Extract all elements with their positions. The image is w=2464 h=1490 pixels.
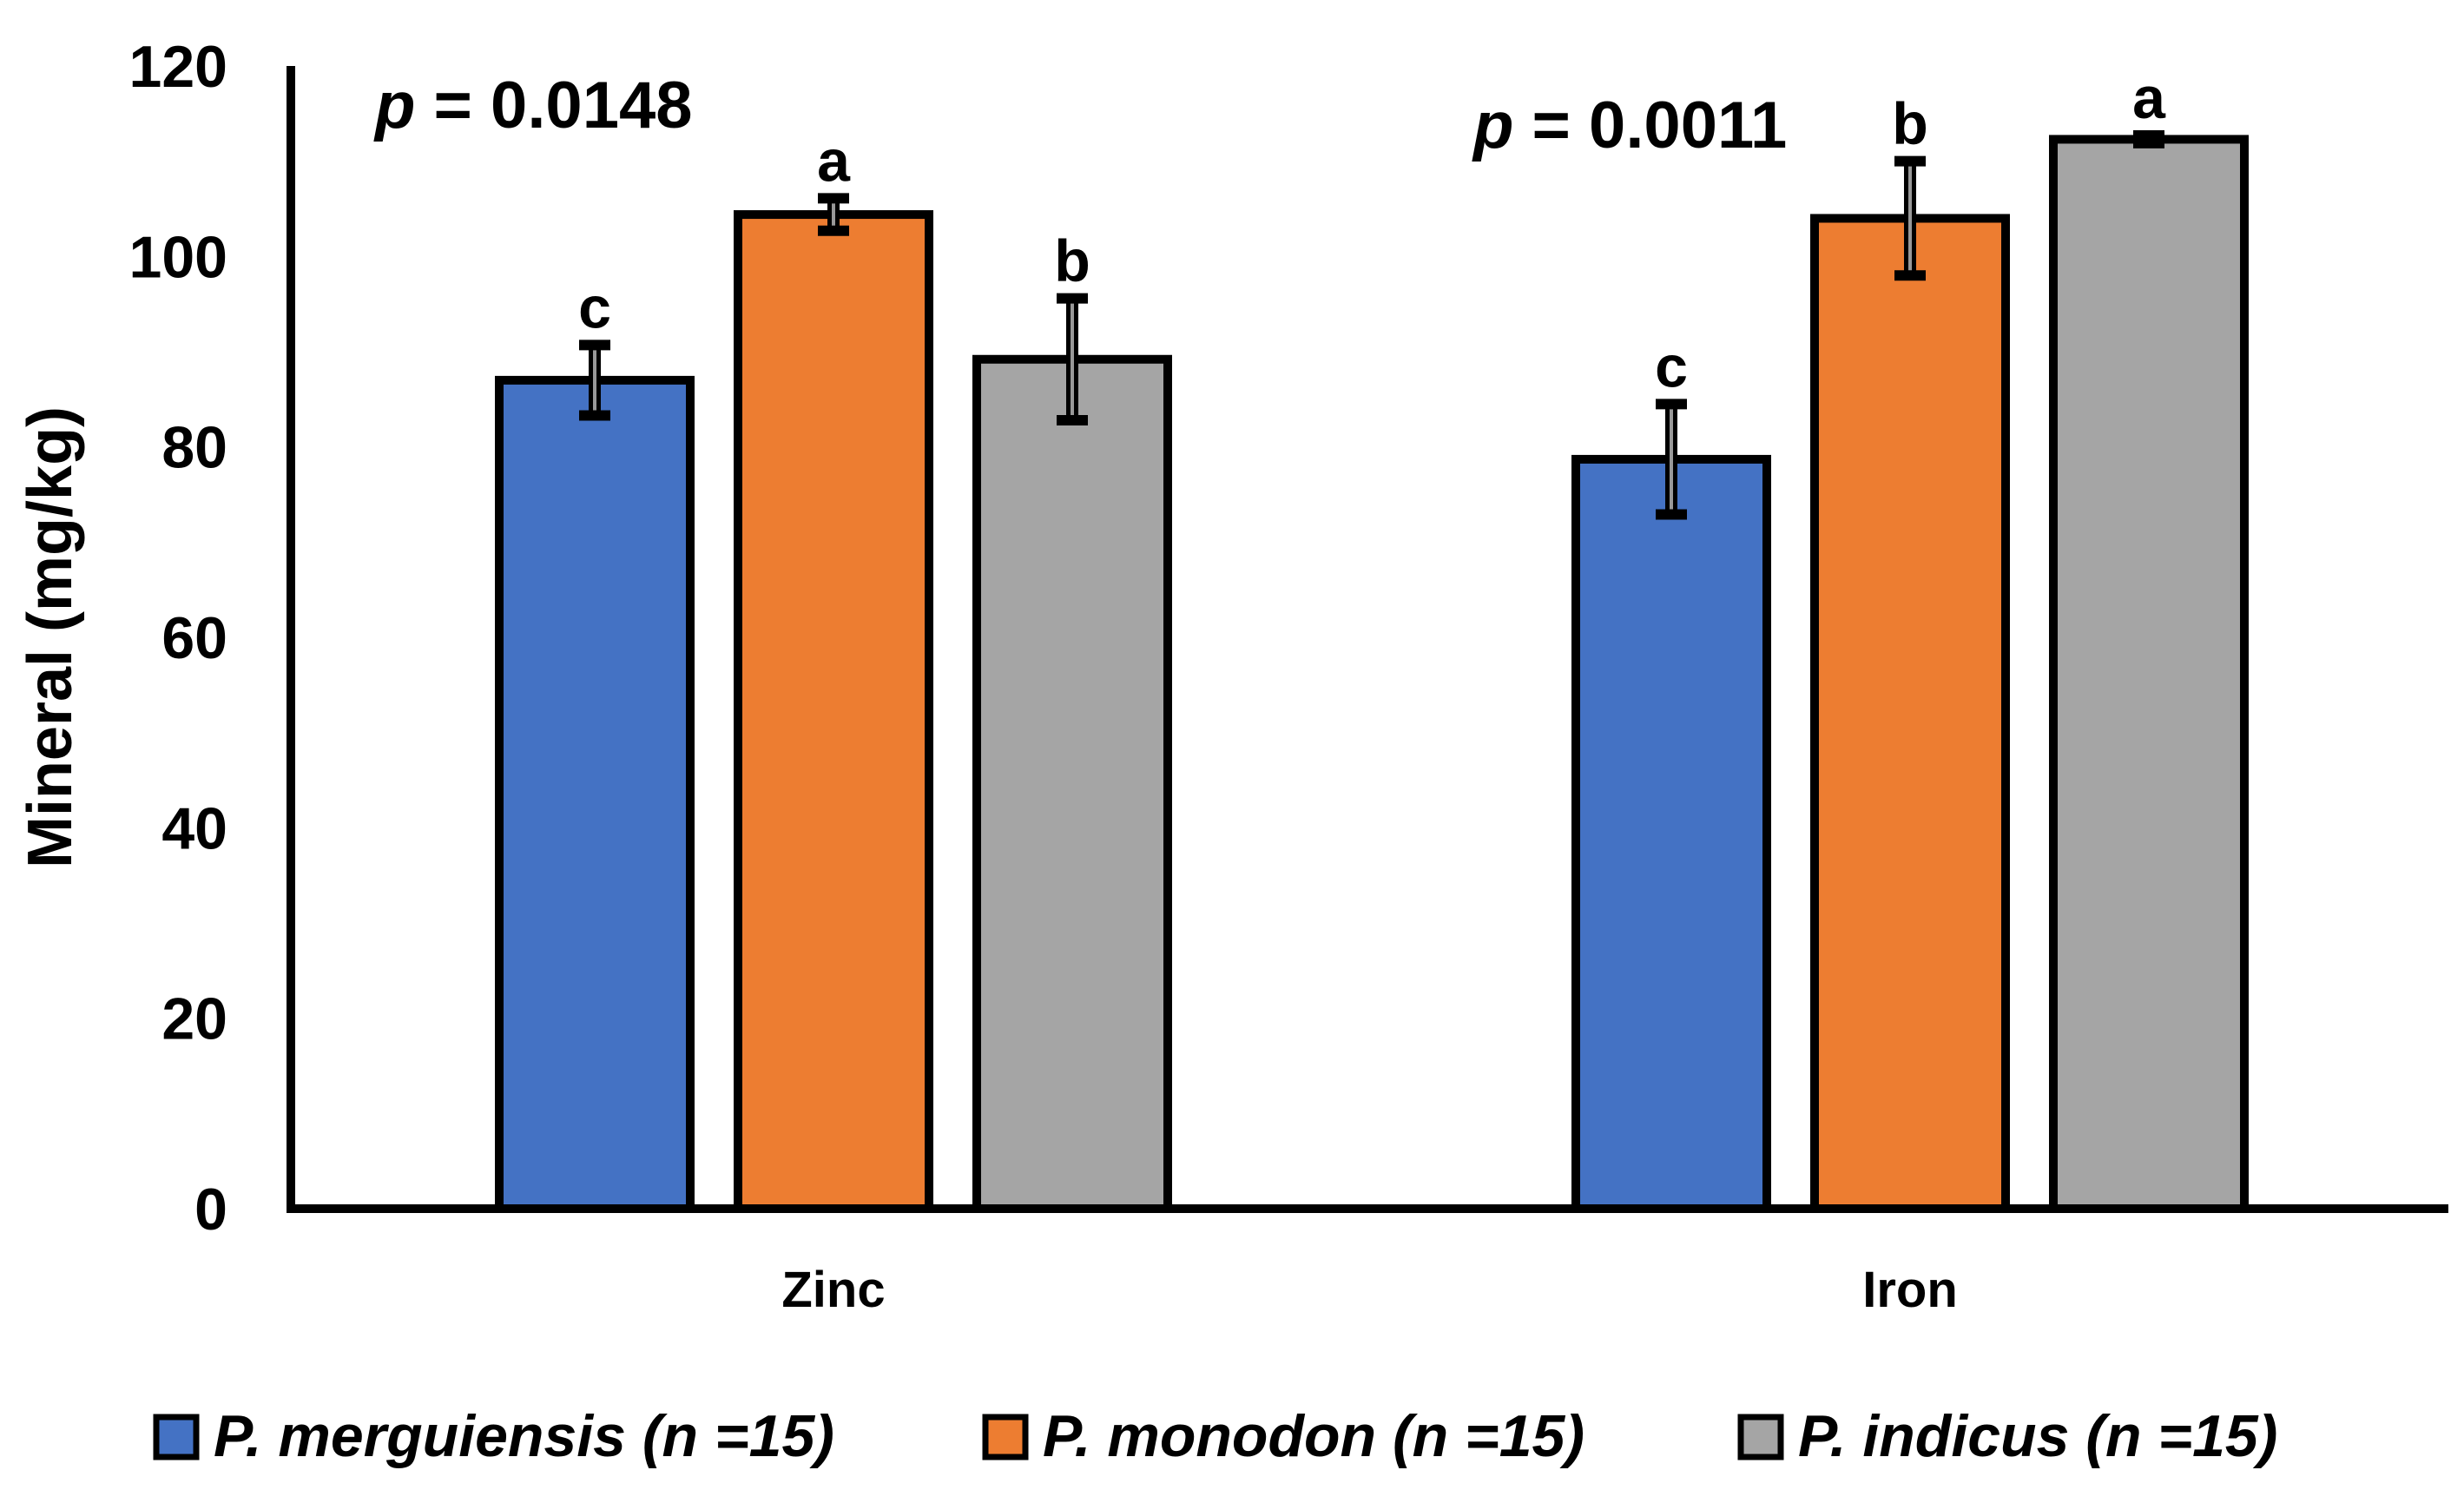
- significance-letter: c: [1655, 333, 1688, 399]
- bar: [2049, 135, 2249, 1213]
- p-value-symbol: p: [1472, 89, 1513, 162]
- x-category-labels: Zinc Iron: [781, 1262, 1957, 1318]
- significance-letter: a: [817, 128, 851, 194]
- legend-swatch: [1737, 1414, 1784, 1460]
- error-bar: [818, 193, 849, 236]
- legend-item: P. indicus (n =15): [1737, 1403, 2277, 1469]
- y-tick-labels: 0 20 40 60 80 100 120: [129, 34, 227, 1243]
- p-value-number: = 0.0148: [415, 69, 692, 142]
- y-tick-label: 60: [161, 605, 227, 671]
- y-tick-label: 0: [194, 1177, 227, 1243]
- error-bar: [579, 340, 610, 421]
- significance-letter: c: [578, 274, 611, 340]
- error-bar: [1656, 399, 1687, 520]
- legend-label: P. monodon (n =15): [1043, 1403, 1584, 1469]
- y-tick-label: 120: [129, 34, 227, 100]
- p-value-symbol: p: [373, 69, 415, 142]
- p-value-number: = 0.0011: [1513, 89, 1787, 162]
- y-axis-title: Mineral (mg/kg): [16, 406, 85, 868]
- significance-letter: b: [1892, 91, 1928, 157]
- legend: P. merguiensis (n =15) P. monodon (n =15)…: [153, 1403, 2277, 1469]
- legend-swatch: [982, 1414, 1029, 1460]
- significance-letter: b: [1054, 228, 1090, 294]
- legend-swatch: [153, 1414, 200, 1460]
- legend-label: P. merguiensis (n =15): [214, 1403, 834, 1469]
- bar: [734, 210, 933, 1214]
- legend-item: P. monodon (n =15): [982, 1403, 1584, 1469]
- y-tick-label: 20: [161, 986, 227, 1052]
- x-category-label: Iron: [1862, 1262, 1958, 1318]
- y-tick-label: 40: [161, 795, 227, 861]
- y-tick-label: 80: [161, 415, 227, 481]
- bars-layer: [495, 135, 2249, 1214]
- legend-item: P. merguiensis (n =15): [153, 1403, 834, 1469]
- bar: [1810, 214, 2010, 1213]
- error-bar: [2133, 130, 2164, 148]
- significance-letter: a: [2132, 65, 2166, 131]
- error-bar: [1894, 155, 1926, 281]
- bar: [1571, 454, 1771, 1213]
- error-bars-layer: [579, 130, 2164, 520]
- p-value-annotation: p = 0.0011: [1472, 89, 1787, 162]
- p-value-annotation: p = 0.0148: [373, 69, 693, 142]
- p-value-annotations: p = 0.0148 p = 0.0011: [373, 69, 1787, 162]
- legend-label: P. indicus (n =15): [1798, 1403, 2277, 1469]
- y-tick-label: 100: [129, 224, 227, 290]
- error-bar: [1057, 293, 1088, 425]
- bar: [972, 354, 1172, 1214]
- significance-letters-layer: c a b c b a: [578, 65, 2166, 399]
- bar: [495, 375, 695, 1213]
- x-category-label: Zinc: [781, 1262, 885, 1318]
